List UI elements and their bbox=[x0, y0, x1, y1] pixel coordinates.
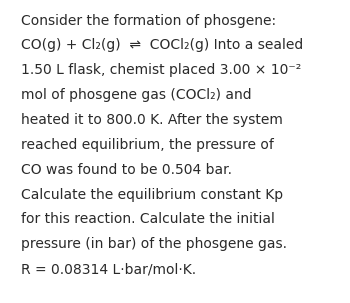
Text: heated it to 800.0 K. After the system: heated it to 800.0 K. After the system bbox=[21, 113, 283, 127]
Text: CO was found to be 0.504 bar.: CO was found to be 0.504 bar. bbox=[21, 163, 232, 177]
Text: R = 0.08314 L·bar/mol·K.: R = 0.08314 L·bar/mol·K. bbox=[21, 262, 196, 276]
Text: for this reaction. Calculate the initial: for this reaction. Calculate the initial bbox=[21, 212, 275, 226]
Text: Calculate the equilibrium constant Kp: Calculate the equilibrium constant Kp bbox=[21, 188, 283, 201]
Text: Consider the formation of phosgene:: Consider the formation of phosgene: bbox=[21, 14, 276, 28]
Text: reached equilibrium, the pressure of: reached equilibrium, the pressure of bbox=[21, 138, 274, 152]
Text: pressure (in bar) of the phosgene gas.: pressure (in bar) of the phosgene gas. bbox=[21, 237, 287, 251]
Text: mol of phosgene gas (COCl₂) and: mol of phosgene gas (COCl₂) and bbox=[21, 88, 252, 102]
Text: CO(g) + Cl₂(g)  ⇌  COCl₂(g) Into a sealed: CO(g) + Cl₂(g) ⇌ COCl₂(g) Into a sealed bbox=[21, 38, 303, 52]
Text: 1.50 L flask, chemist placed 3.00 × 10⁻²: 1.50 L flask, chemist placed 3.00 × 10⁻² bbox=[21, 63, 301, 77]
